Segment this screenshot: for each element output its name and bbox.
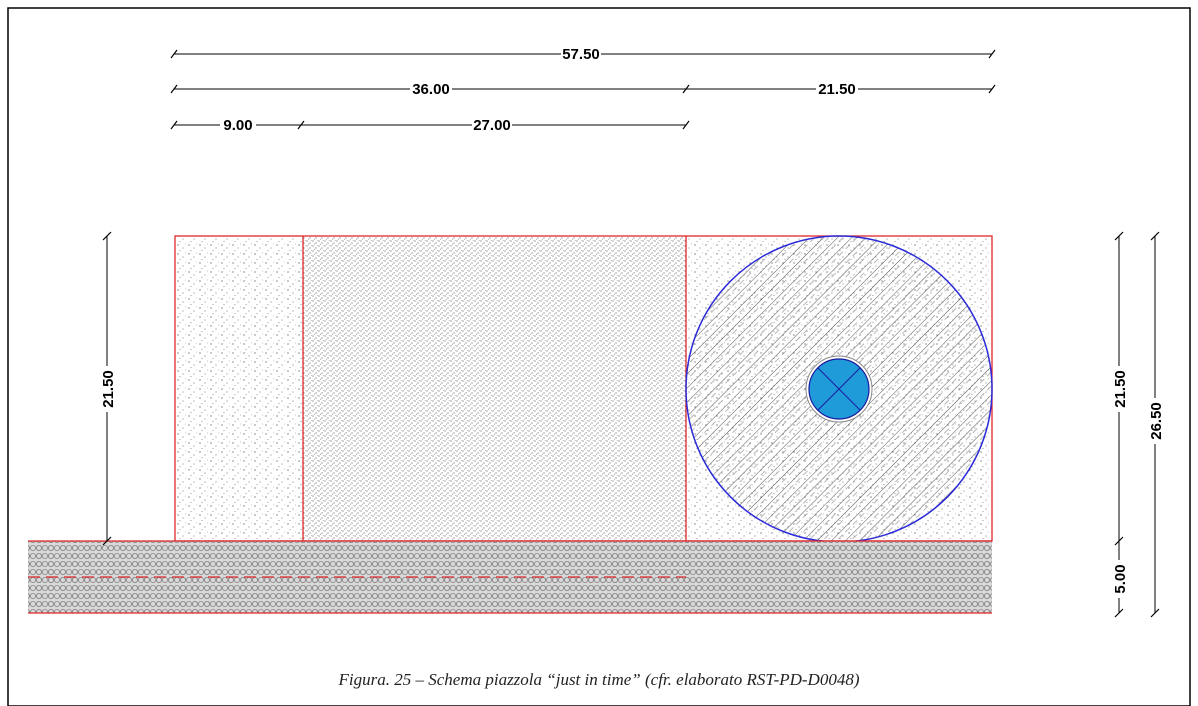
dimension-left-height: 21.50 (99, 231, 117, 546)
dim-label-small-left: 9.00 (223, 117, 252, 134)
dim-label-right-total: 26.50 (1148, 402, 1165, 440)
dimension-small: 9.00 27.00 (170, 116, 690, 134)
dimension-right-total: 26.50 (1147, 231, 1165, 618)
dim-label-right-lower: 5.00 (1112, 564, 1129, 593)
page-border (7, 7, 1191, 706)
dim-label-top-total: 57.50 (562, 46, 600, 63)
dimension-top-total: 57.50 (170, 45, 996, 63)
road-strip (28, 541, 992, 613)
dim-label-small-right: 27.00 (473, 117, 511, 134)
area-left-strip (175, 236, 303, 541)
dimension-right-split: 21.50 5.00 (1111, 231, 1129, 618)
dimension-top-split: 36.00 21.50 (170, 80, 996, 98)
dim-label-top-right: 21.50 (818, 81, 856, 98)
figure-caption: Figura. 25 – Schema piazzola “just in ti… (338, 670, 860, 689)
dim-label-top-left: 36.00 (412, 81, 450, 98)
dim-label-left-height: 21.50 (100, 370, 117, 408)
area-center-block (303, 236, 686, 541)
dim-label-right-upper: 21.50 (1112, 370, 1129, 408)
